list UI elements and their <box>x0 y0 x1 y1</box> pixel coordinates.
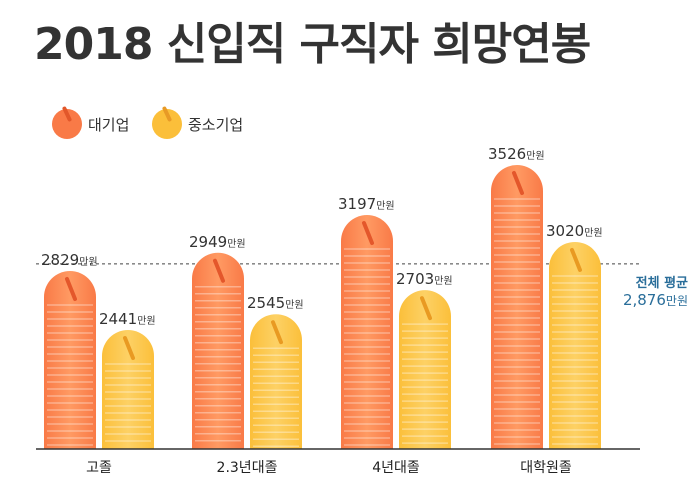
legend-item-small-company: 중소기업 <box>152 106 243 142</box>
bar-stripes <box>47 304 93 446</box>
legend-label-large-company: 대기업 <box>88 115 130 134</box>
value-label: 3197만원 <box>338 195 395 213</box>
category-label: 2.3년대졸 <box>217 460 278 476</box>
bar-stripes <box>105 363 151 442</box>
value-label: 2829만원 <box>41 251 98 269</box>
bar-marker <box>65 277 77 301</box>
value-number: 3197 <box>338 195 376 213</box>
bar-marker <box>570 247 582 272</box>
value-number: 2441 <box>99 310 137 328</box>
bar-small-company-2 <box>399 290 451 449</box>
value-unit: 만원 <box>584 227 602 239</box>
bar-small-company-3 <box>549 241 601 449</box>
average-unit: 만원 <box>665 294 688 308</box>
value-label: 2441만원 <box>99 310 156 328</box>
bar-stripes <box>344 248 390 446</box>
legend-swatch-large-company <box>52 109 82 139</box>
legend-item-large-company: 대기업 <box>52 106 129 142</box>
bar-small-company-0 <box>102 330 154 449</box>
bar-large-company-2 <box>341 215 393 449</box>
value-unit: 만원 <box>137 315 155 327</box>
value-unit: 만원 <box>79 256 97 268</box>
value-unit: 만원 <box>227 238 245 250</box>
bar-large-company-1 <box>192 252 244 449</box>
bar-stripes <box>195 286 241 442</box>
value-number: 3526 <box>488 145 526 163</box>
value-unit: 만원 <box>376 200 394 212</box>
value-label: 2949만원 <box>189 233 246 251</box>
value-number: 2703 <box>396 270 434 288</box>
bar-stripes <box>552 275 598 445</box>
value-unit: 만원 <box>434 275 452 287</box>
bar-marker <box>420 296 432 321</box>
bar-marker <box>123 336 135 361</box>
bar-small-company-1 <box>250 314 302 449</box>
value-label: 2703만원 <box>396 270 453 288</box>
bar-stripes <box>402 323 448 444</box>
value-number: 2545 <box>247 294 285 312</box>
average-value: 2,876만원 <box>604 291 688 309</box>
category-label: 4년대졸 <box>372 460 420 476</box>
value-label: 2545만원 <box>247 294 304 312</box>
bar-stripes <box>494 198 540 445</box>
value-unit: 만원 <box>526 150 544 162</box>
average-number: 2,876 <box>622 291 666 309</box>
bar-marker <box>213 258 225 283</box>
value-number: 2829 <box>41 251 79 269</box>
chart-title: 2018 신입직 구직자 희망연봉 <box>34 19 591 70</box>
value-unit: 만원 <box>285 299 303 311</box>
value-label: 3526만원 <box>488 145 545 163</box>
bar-marker <box>271 320 283 345</box>
average-label: 전체 평균 <box>635 276 688 291</box>
legend-swatch-small-company <box>152 109 182 139</box>
category-label: 고졸 <box>86 460 112 476</box>
bar-marker <box>362 221 374 246</box>
average-note: 전체 평균 2,876만원 <box>604 272 688 309</box>
value-number: 2949 <box>189 233 227 251</box>
value-label: 3020만원 <box>546 222 603 240</box>
value-number: 3020 <box>546 222 584 240</box>
category-label: 대학원졸 <box>520 460 572 476</box>
bar-stripes <box>253 347 299 447</box>
legend-label-small-company: 중소기업 <box>188 115 244 134</box>
bar-large-company-3 <box>491 165 543 449</box>
bar-large-company-0 <box>44 271 96 449</box>
bar-marker <box>512 171 524 195</box>
